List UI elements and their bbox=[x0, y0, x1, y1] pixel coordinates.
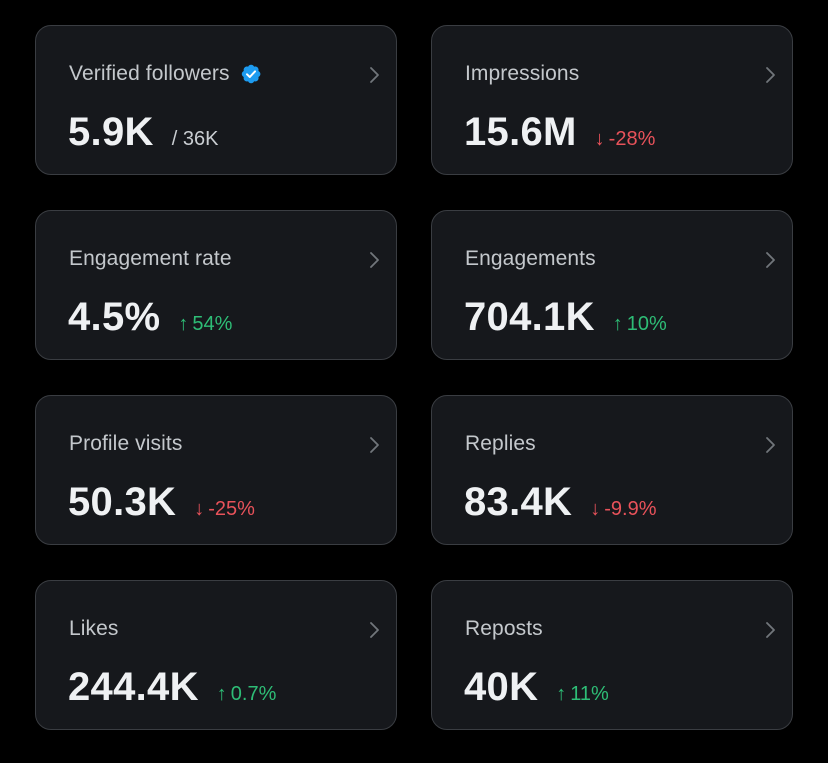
card-label: Profile visits bbox=[69, 432, 183, 455]
card-value-row: 704.1K ↑ 10% bbox=[464, 293, 667, 341]
card-label: Engagement rate bbox=[69, 247, 232, 270]
chevron-right-icon bbox=[370, 437, 379, 453]
card-value: 40K bbox=[464, 665, 539, 709]
chevron-right-icon bbox=[370, 622, 379, 638]
card-change-value: 54% bbox=[192, 313, 233, 335]
card-value-row: 244.4K ↑ 0.7% bbox=[68, 663, 276, 711]
card-change: ↑ 0.7% bbox=[217, 683, 277, 706]
arrow-down-icon: ↓ bbox=[590, 498, 601, 520]
card-value-row: 15.6M ↓ -28% bbox=[464, 108, 655, 156]
arrow-up-icon: ↑ bbox=[178, 313, 189, 335]
card-label-row: Replies bbox=[465, 432, 536, 456]
card-profile-visits[interactable]: Profile visits 50.3K ↓ -25% bbox=[35, 395, 397, 545]
chevron-right-icon bbox=[766, 67, 775, 83]
card-change-value: -28% bbox=[608, 128, 656, 150]
card-label-row: Engagement rate bbox=[69, 247, 232, 271]
card-label-row: Reposts bbox=[465, 617, 543, 641]
card-change-value: -25% bbox=[208, 498, 255, 520]
card-change: ↓ -28% bbox=[595, 128, 656, 151]
card-value: 244.4K bbox=[68, 665, 199, 709]
card-label: Likes bbox=[69, 617, 119, 640]
card-replies[interactable]: Replies 83.4K ↓ -9.9% bbox=[431, 395, 793, 545]
chevron-right-icon bbox=[370, 252, 379, 268]
card-label: Impressions bbox=[465, 62, 580, 85]
chevron-right-icon bbox=[370, 67, 379, 83]
card-label: Replies bbox=[465, 432, 536, 455]
card-engagement-rate[interactable]: Engagement rate 4.5% ↑ 54% bbox=[35, 210, 397, 360]
arrow-up-icon: ↑ bbox=[612, 313, 623, 335]
chevron-right-icon bbox=[766, 622, 775, 638]
card-value-row: 40K ↑ 11% bbox=[464, 663, 609, 711]
card-change-value: 0.7% bbox=[230, 683, 277, 705]
card-reposts[interactable]: Reposts 40K ↑ 11% bbox=[431, 580, 793, 730]
card-change: ↑ 11% bbox=[556, 683, 609, 706]
card-impressions[interactable]: Impressions 15.6M ↓ -28% bbox=[431, 25, 793, 175]
verified-badge-icon bbox=[241, 64, 260, 84]
card-change: ↓ -9.9% bbox=[590, 498, 656, 521]
card-label-row: Likes bbox=[69, 617, 119, 641]
card-change: ↓ -25% bbox=[194, 498, 255, 521]
card-value-row: 83.4K ↓ -9.9% bbox=[464, 478, 657, 526]
chevron-right-icon bbox=[766, 252, 775, 268]
arrow-down-icon: ↓ bbox=[594, 128, 605, 150]
card-value-row: 4.5% ↑ 54% bbox=[68, 293, 232, 341]
card-value: 83.4K bbox=[464, 480, 573, 524]
card-label-row: Profile visits bbox=[69, 432, 182, 456]
card-total: / 36K bbox=[171, 128, 219, 150]
card-label: Reposts bbox=[465, 617, 543, 640]
card-change-value: 10% bbox=[626, 313, 667, 335]
card-value: 704.1K bbox=[464, 295, 595, 339]
card-engagements[interactable]: Engagements 704.1K ↑ 10% bbox=[431, 210, 793, 360]
arrow-down-icon: ↓ bbox=[194, 498, 205, 520]
arrow-up-icon: ↑ bbox=[556, 683, 567, 705]
card-value: 5.9K bbox=[68, 110, 154, 154]
card-value-row: 50.3K ↓ -25% bbox=[68, 478, 255, 526]
card-label-row: Impressions bbox=[465, 62, 579, 86]
arrow-up-icon: ↑ bbox=[216, 683, 227, 705]
card-value: 4.5% bbox=[68, 295, 161, 339]
card-label: Verified followers bbox=[69, 62, 230, 85]
card-likes[interactable]: Likes 244.4K ↑ 0.7% bbox=[35, 580, 397, 730]
card-label: Engagements bbox=[465, 247, 596, 270]
card-label-row: Verified followers bbox=[69, 62, 262, 86]
card-verified-followers[interactable]: Verified followers 5.9K / 36K bbox=[35, 25, 397, 175]
card-value-row: 5.9K / 36K bbox=[68, 108, 218, 156]
card-label-row: Engagements bbox=[465, 247, 596, 271]
card-change: ↑ 10% bbox=[613, 313, 667, 336]
card-change-value: 11% bbox=[570, 683, 609, 705]
chevron-right-icon bbox=[766, 437, 775, 453]
card-change: ↑ 54% bbox=[178, 313, 232, 336]
card-change-value: -9.9% bbox=[604, 498, 657, 520]
card-value: 15.6M bbox=[464, 110, 577, 154]
card-value: 50.3K bbox=[68, 480, 177, 524]
